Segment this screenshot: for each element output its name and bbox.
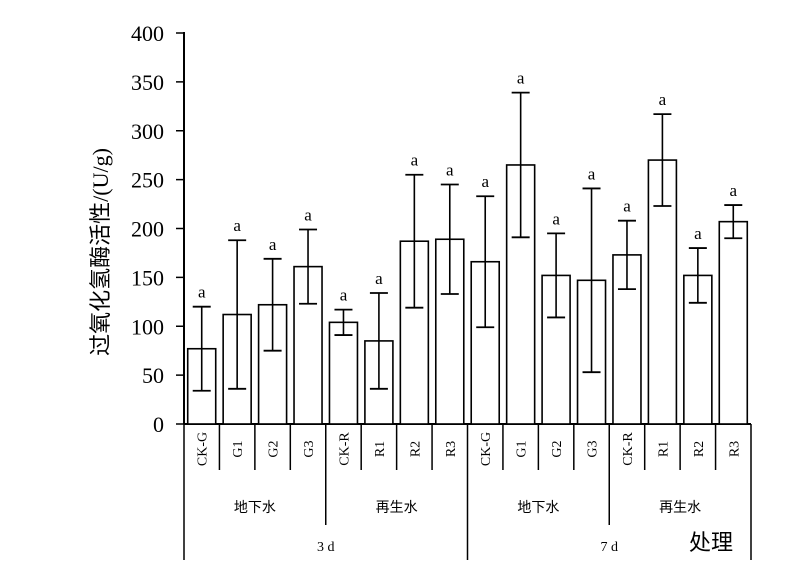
category-label: R2: [692, 441, 707, 457]
y-tick-label: 350: [131, 70, 164, 95]
category-label: CK-G: [196, 432, 211, 466]
y-tick-label: 0: [153, 412, 164, 437]
category-label: CK-G: [479, 432, 494, 466]
significance-letter: a: [304, 205, 312, 224]
category-label: R1: [656, 441, 671, 457]
group-label: 再生水: [659, 500, 701, 516]
period-label: 3 d: [317, 540, 335, 555]
bar: [293, 265, 323, 425]
significance-letter: a: [198, 283, 206, 302]
significance-letter: a: [588, 164, 596, 183]
category-label: G2: [550, 440, 565, 457]
significance-letter: a: [694, 224, 702, 243]
significance-letter: a: [269, 235, 277, 254]
y-tick-label: 250: [131, 168, 164, 193]
y-tick-label: 300: [131, 119, 164, 144]
category-label: CK-R: [621, 432, 636, 466]
significance-letter: a: [446, 161, 454, 180]
bar: [328, 321, 359, 425]
category-label: G1: [231, 440, 246, 457]
significance-letter: a: [375, 269, 383, 288]
significance-letter: a: [659, 90, 667, 109]
y-tick-label: 200: [131, 217, 164, 242]
significance-letter: a: [552, 209, 560, 228]
significance-letter: a: [623, 197, 631, 216]
category-label: R2: [408, 441, 423, 457]
category-label: R3: [727, 441, 742, 457]
y-tick-label: 400: [131, 21, 164, 46]
category-label: G2: [267, 440, 282, 457]
y-tick-label: 150: [131, 265, 164, 290]
significance-letter: a: [517, 69, 525, 88]
significance-letter: a: [340, 286, 348, 305]
significance-letter: a: [411, 151, 419, 170]
significance-letter: a: [730, 181, 738, 200]
y-axis-label: 过氧化氢酶活性/(U/g): [88, 148, 113, 356]
period-label: 7 d: [601, 540, 619, 555]
category-label: R1: [373, 441, 388, 457]
group-label: 再生水: [376, 500, 418, 516]
group-label: 地下水: [517, 500, 559, 516]
category-label: G1: [515, 440, 530, 457]
y-tick-label: 100: [131, 314, 164, 339]
bar: [718, 220, 749, 425]
category-label: CK-R: [337, 432, 352, 466]
category-label: R3: [444, 441, 459, 457]
group-label: 地下水: [234, 500, 276, 516]
category-label: G3: [586, 440, 601, 457]
y-tick-label: 50: [142, 363, 164, 388]
significance-letter: a: [233, 216, 241, 235]
significance-letter: a: [481, 172, 489, 191]
category-label: G3: [302, 440, 317, 457]
x-axis-label: 处理: [689, 530, 733, 555]
